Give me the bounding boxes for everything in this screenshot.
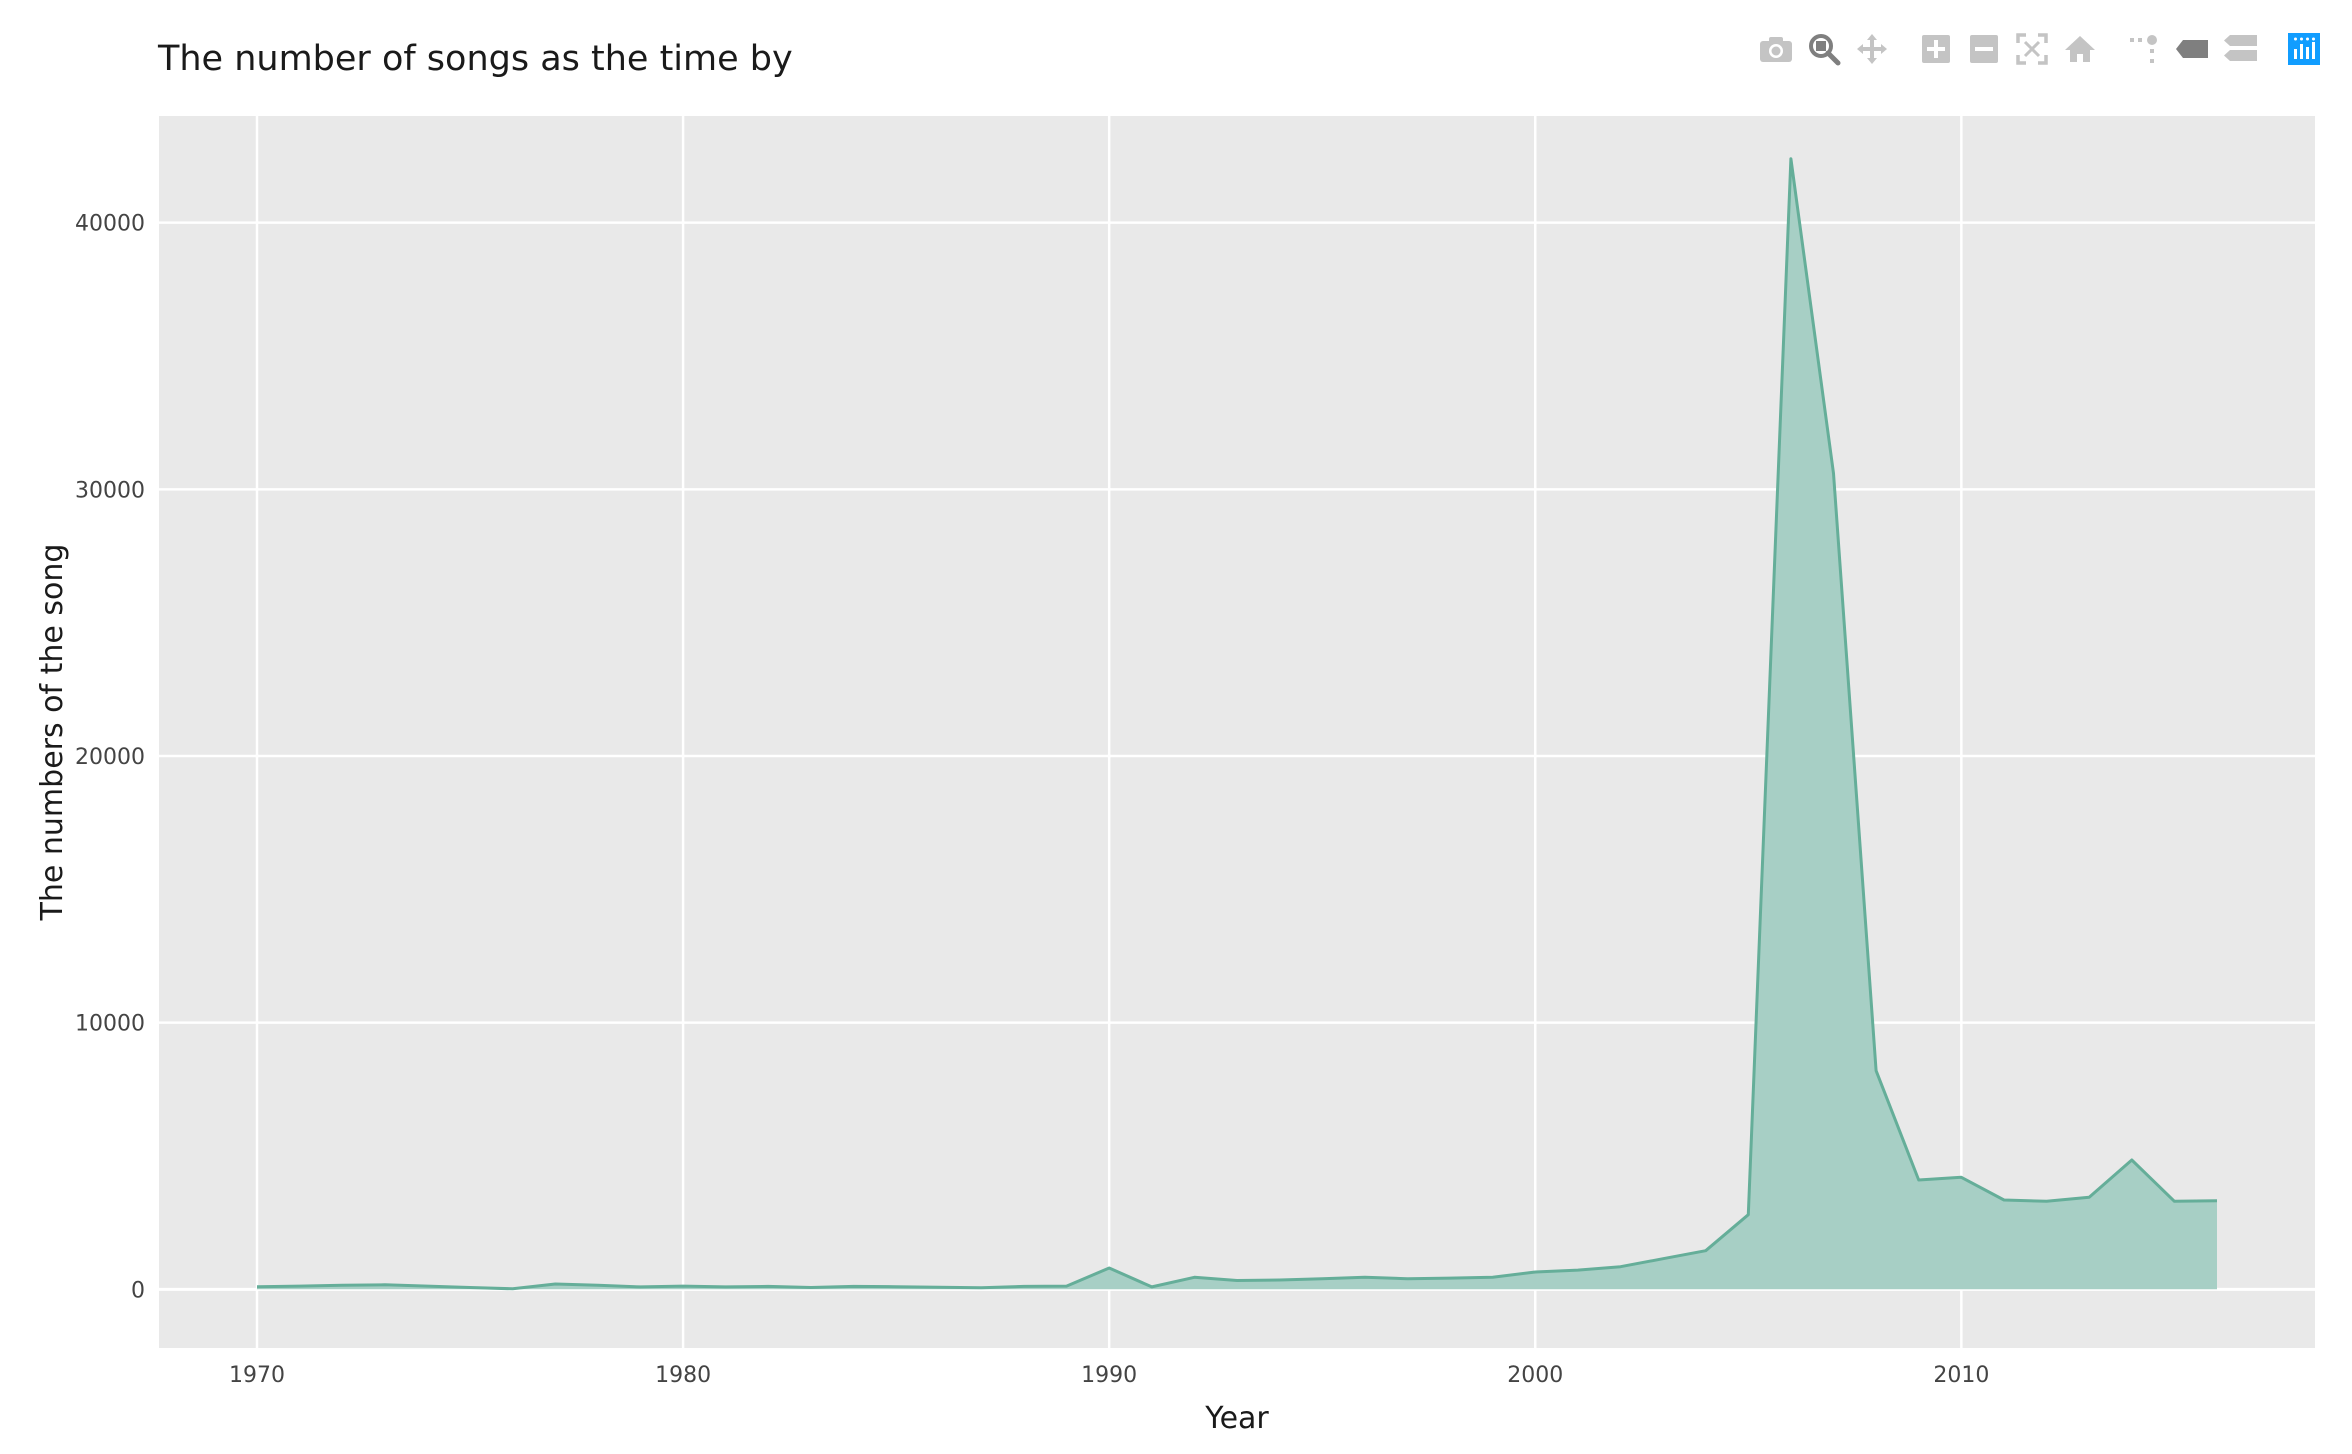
y-tick-label: 20000: [75, 745, 145, 770]
chart-title: The number of songs as the time by: [157, 39, 793, 79]
pan-icon: [1855, 32, 1889, 70]
x-tick-label: 1990: [1081, 1363, 1137, 1388]
hover-compare-icon: [2222, 34, 2258, 68]
y-tick-label: 10000: [75, 1012, 145, 1037]
modebar: [1752, 30, 2328, 72]
y-tick-label: 30000: [75, 478, 145, 503]
x-axis-title: Year: [1204, 1401, 1269, 1436]
home-icon: [2064, 34, 2096, 68]
zoom-icon: [1807, 32, 1841, 70]
y-tick-label: 0: [131, 1278, 145, 1303]
zoom-in-icon: [1921, 34, 1951, 68]
series-line: [256, 157, 2218, 1291]
y-tick-label: 40000: [75, 212, 145, 237]
autoscale-icon: [2016, 33, 2048, 69]
spike-lines-button[interactable]: [2120, 30, 2168, 72]
zoom-in-button[interactable]: [1912, 30, 1960, 72]
x-tick-label: 1970: [229, 1363, 285, 1388]
x-tick-label: 2010: [1933, 1363, 1989, 1388]
area-fill: [257, 158, 2217, 1290]
reset-axes-button[interactable]: [2056, 30, 2104, 72]
zoom-out-button[interactable]: [1960, 30, 2008, 72]
axis-ticks: 1970 1980 1990 2000 2010 0 10000 20000 30000 4000…: [75, 212, 1989, 1388]
spike-lines-icon: [2129, 32, 2159, 70]
zoom-button[interactable]: [1800, 30, 1848, 72]
pan-button[interactable]: [1848, 30, 1896, 72]
hover-compare-button[interactable]: [2216, 30, 2264, 72]
hover-closest-button[interactable]: [2168, 30, 2216, 72]
x-tick-label: 2000: [1507, 1363, 1563, 1388]
zoom-out-icon: [1969, 34, 1999, 68]
camera-icon: [1759, 35, 1793, 67]
plot-area[interactable]: [159, 116, 2315, 1348]
plotly-logo-link[interactable]: [2280, 30, 2328, 72]
y-axis-title: The numbers of the song: [35, 544, 70, 922]
autoscale-button[interactable]: [2008, 30, 2056, 72]
plotly-logo-icon: [2288, 33, 2320, 69]
download-plot-button[interactable]: [1752, 30, 1800, 72]
hover-closest-icon: [2175, 38, 2209, 64]
x-tick-label: 1980: [655, 1363, 711, 1388]
